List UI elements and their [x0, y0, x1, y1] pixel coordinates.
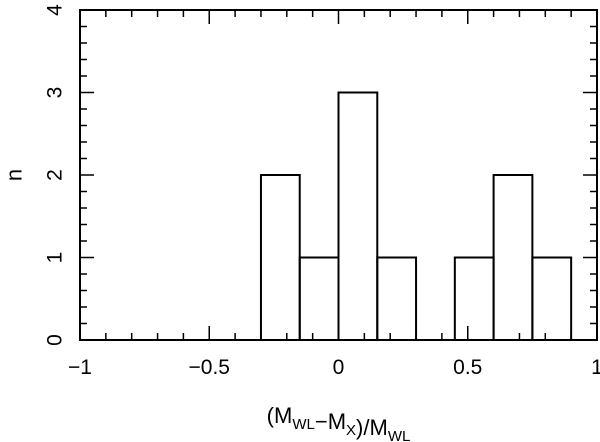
- x-tick-label: 0: [333, 356, 345, 379]
- x-label-text: −: [315, 409, 328, 434]
- x-tick-labels: −1 −0.5 0 0.5 1: [68, 356, 600, 379]
- x-tick-label: 1: [591, 356, 600, 379]
- y-axis-label: n: [2, 169, 27, 181]
- x-tick-label: 0.5: [453, 356, 482, 379]
- y-tick-label: 2: [44, 169, 67, 181]
- y-tick-label: 0: [44, 334, 67, 346]
- y-tick-label: 1: [44, 252, 67, 264]
- x-label-symbol: M: [274, 403, 292, 428]
- histogram-bar: [259, 174, 301, 341]
- x-label-symbol: M: [328, 409, 346, 434]
- x-axis-label: (MWL−MX)/MWL: [267, 403, 411, 442]
- x-label-subscript: WL: [292, 416, 315, 433]
- histogram-bar: [337, 91, 379, 341]
- x-tick-label: −1: [68, 356, 92, 379]
- x-label-text: (: [267, 403, 275, 428]
- x-label-subscript: X: [346, 422, 356, 439]
- y-tick-label: 4: [44, 4, 67, 16]
- histogram-bars: [259, 91, 573, 341]
- x-label-text: )/: [356, 415, 370, 440]
- axis-ticks: [79, 9, 598, 341]
- histogram-bar: [531, 256, 573, 341]
- histogram-bar: [376, 256, 418, 341]
- histogram-bar: [298, 256, 340, 341]
- x-label-subscript: WL: [388, 428, 411, 442]
- y-tick-labels: 0 1 2 3 4: [44, 4, 67, 346]
- histogram-bar: [492, 174, 534, 341]
- x-tick-label: −0.5: [189, 356, 230, 379]
- y-tick-label: 3: [44, 87, 67, 99]
- histogram-bar: [453, 256, 495, 341]
- x-label-symbol: M: [369, 415, 387, 440]
